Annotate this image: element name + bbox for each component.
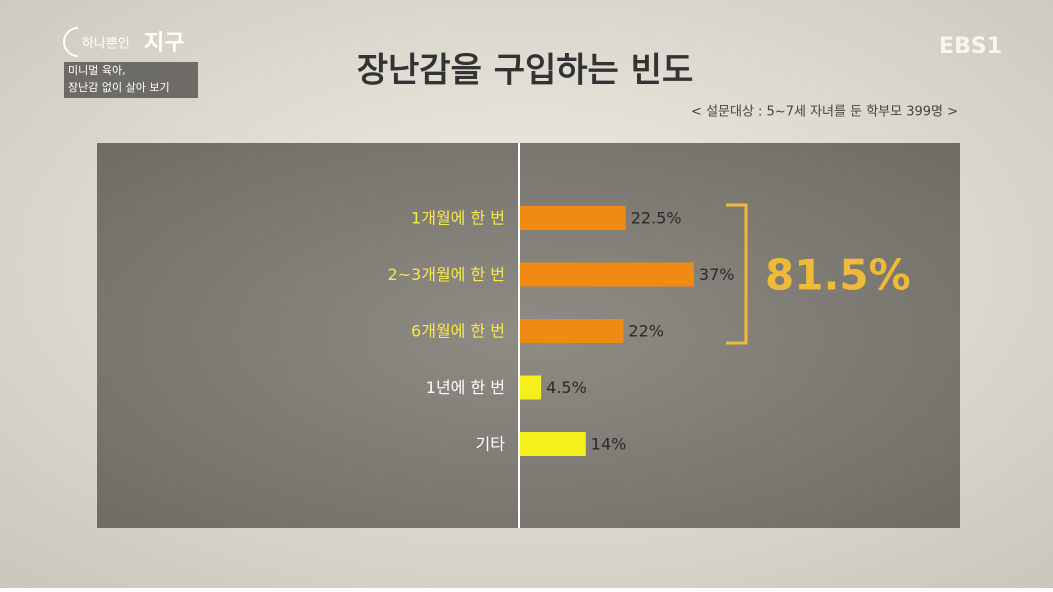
channel-logo: EBS1 — [939, 34, 1002, 59]
category-label: 기타 — [476, 435, 506, 454]
value-label: 22% — [628, 322, 664, 341]
logo-big: 지구 — [144, 31, 184, 56]
logo-small: 하나뿐인 — [82, 37, 130, 52]
category-label: 1년에 한 번 — [426, 378, 505, 397]
caption-line: 장난감 없이 살아 보기 — [68, 81, 170, 94]
bar — [520, 375, 542, 400]
caption-line: 미니멀 육아, — [68, 64, 126, 77]
bar — [520, 319, 624, 343]
value-label: 14% — [591, 435, 627, 454]
bar — [520, 206, 626, 230]
chart-subtitle: < 설문대상 : 5~7세 자녀를 둔 학부모 399명 > — [691, 105, 958, 120]
logo-arc — [63, 27, 79, 57]
bar — [520, 432, 586, 456]
caption-box — [64, 62, 198, 98]
value-label: 37% — [699, 265, 735, 284]
value-label: 22.5% — [631, 209, 682, 228]
bracket — [726, 203, 748, 345]
category-label: 2~3개월에 한 번 — [387, 265, 505, 284]
value-label: 4.5% — [546, 378, 587, 397]
chart-title: 장난감을 구입하는 빈도 — [357, 51, 693, 91]
annotation: 81.5% — [765, 251, 911, 300]
category-label: 1개월에 한 번 — [411, 209, 505, 228]
bar — [520, 262, 694, 287]
category-label: 6개월에 한 번 — [411, 322, 505, 341]
